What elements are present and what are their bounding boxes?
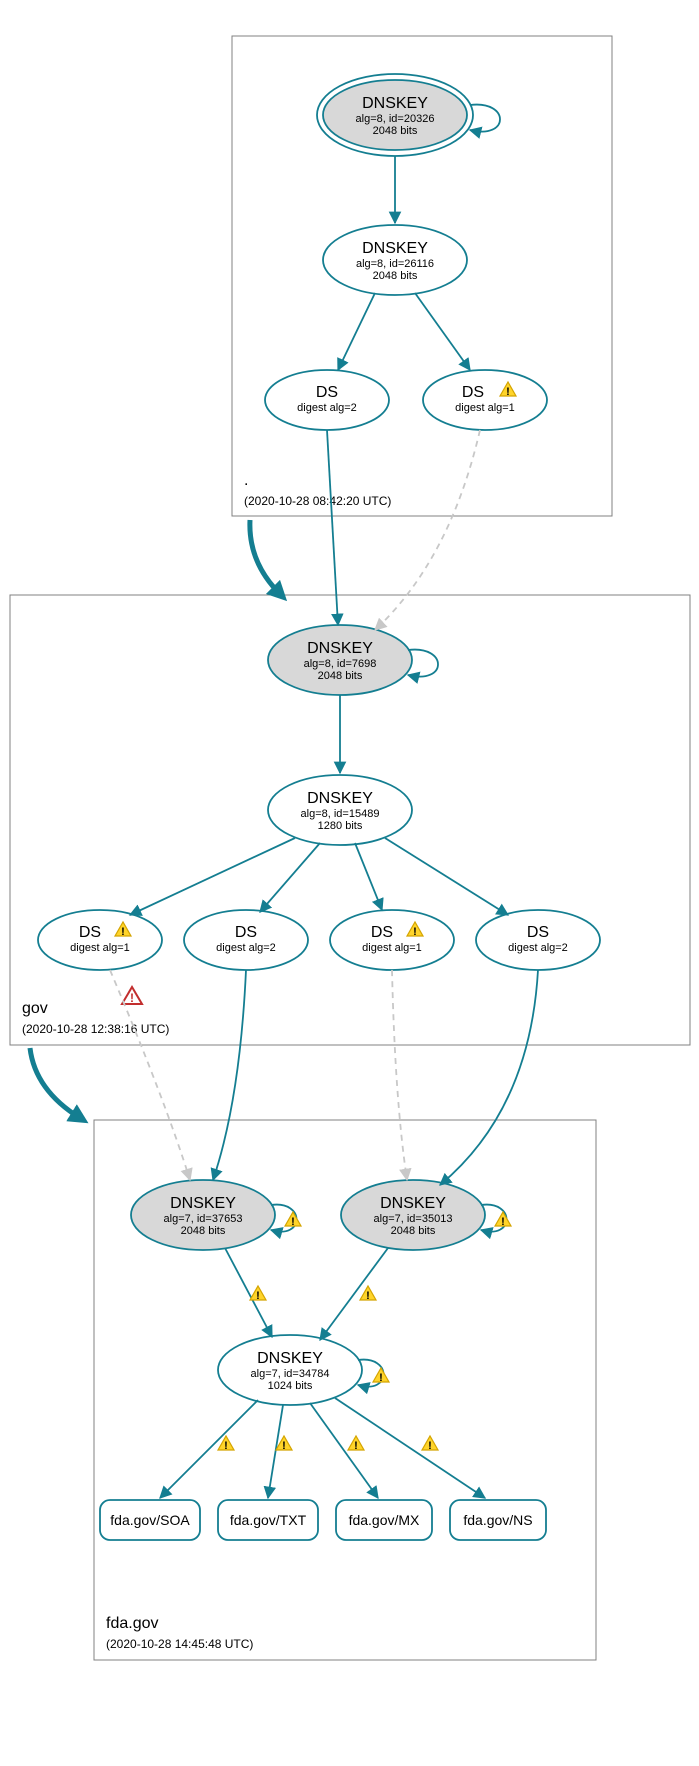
svg-text:DS: DS [316,384,338,401]
node-gov-ds4: DS digest alg=2 [476,910,600,970]
edge-fdaksk1-zsk [225,1248,272,1337]
dnssec-graph: . (2020-10-28 08:42:20 UTC) gov (2020-10… [0,0,699,1766]
svg-text:2048 bits: 2048 bits [373,125,418,137]
svg-text:2048 bits: 2048 bits [181,1225,226,1237]
svg-text:digest alg=1: digest alg=1 [362,942,422,954]
zone-root-label: . [244,472,248,489]
node-gov-ksk: DNSKEY alg=8, id=7698 2048 bits [268,625,412,695]
svg-text:!: ! [291,1216,295,1228]
warning-icon: ! [250,1286,266,1302]
zone-fda-ts: (2020-10-28 14:45:48 UTC) [106,1637,253,1651]
svg-text:alg=8, id=7698: alg=8, id=7698 [304,658,377,670]
svg-text:!: ! [506,386,510,398]
edge-rootds1-govksk [327,430,338,625]
svg-text:alg=8, id=26116: alg=8, id=26116 [356,258,434,270]
zone-gov-label: gov [22,1000,48,1017]
edge-govds2-fdaksk1 [213,970,246,1180]
warning-icon: ! [373,1368,389,1384]
edge-govds3-fdaksk2 [392,970,407,1180]
node-root-ksk: DNSKEY alg=8, id=20326 2048 bits [317,74,473,156]
svg-text:fda.gov/TXT: fda.gov/TXT [230,1512,307,1528]
node-root-ds1: DS digest alg=2 [265,370,389,430]
rr-txt: fda.gov/TXT [218,1500,318,1540]
rr-ns: fda.gov/NS [450,1500,546,1540]
svg-text:DNSKEY: DNSKEY [307,640,373,657]
svg-text:DNSKEY: DNSKEY [257,1350,323,1367]
svg-text:DNSKEY: DNSKEY [170,1195,236,1212]
svg-text:alg=7, id=34784: alg=7, id=34784 [251,1368,330,1380]
svg-text:DNSKEY: DNSKEY [362,240,428,257]
svg-text:digest alg=2: digest alg=2 [297,402,357,414]
node-root-ds2: DS digest alg=1 ! [423,370,547,430]
zone-arrow-root-gov [250,520,280,594]
svg-text:1024 bits: 1024 bits [268,1380,313,1392]
svg-text:DNSKEY: DNSKEY [362,95,428,112]
svg-text:1280 bits: 1280 bits [318,820,363,832]
zone-fda-label: fda.gov [106,1615,158,1632]
node-fda-ksk2: DNSKEY alg=7, id=35013 2048 bits [341,1180,485,1250]
svg-text:!: ! [130,991,134,1005]
svg-text:fda.gov/SOA: fda.gov/SOA [110,1512,190,1528]
svg-text:!: ! [224,1440,228,1452]
svg-text:DS: DS [79,924,101,941]
edge-govds1-fdaksk1 [110,970,190,1180]
svg-text:!: ! [354,1440,358,1452]
edge-rootds2-govksk [375,430,480,630]
svg-text:digest alg=1: digest alg=1 [455,402,515,414]
warning-icon: ! [495,1212,511,1228]
svg-text:DS: DS [371,924,393,941]
svg-text:!: ! [366,1290,370,1302]
node-gov-zsk: DNSKEY alg=8, id=15489 1280 bits [268,775,412,845]
rr-mx: fda.gov/MX [336,1500,432,1540]
edge-fdaksk2-zsk [320,1248,388,1340]
node-fda-ksk1: DNSKEY alg=7, id=37653 2048 bits [131,1180,275,1250]
svg-text:2048 bits: 2048 bits [391,1225,436,1237]
node-gov-ds3: DS digest alg=1 ! [330,910,454,970]
warning-icon: ! [348,1436,364,1452]
zone-arrow-gov-fda [30,1048,80,1118]
zone-root-ts: (2020-10-28 08:42:20 UTC) [244,494,391,508]
svg-text:2048 bits: 2048 bits [373,270,418,282]
svg-text:!: ! [379,1372,383,1384]
svg-text:!: ! [282,1440,286,1452]
svg-text:!: ! [256,1290,260,1302]
warning-icon: ! [422,1436,438,1452]
node-gov-ds1: DS digest alg=1 ! [38,910,162,970]
svg-text:DS: DS [235,924,257,941]
node-root-zsk: DNSKEY alg=8, id=26116 2048 bits [323,225,467,295]
zone-gov-ts: (2020-10-28 12:38:16 UTC) [22,1022,169,1036]
svg-text:alg=8, id=15489: alg=8, id=15489 [301,808,380,820]
warning-icon: ! [360,1286,376,1302]
svg-text:digest alg=1: digest alg=1 [70,942,130,954]
svg-text:fda.gov/MX: fda.gov/MX [349,1512,420,1528]
edge-rootzsk-ds2 [415,293,470,370]
svg-text:alg=7, id=37653: alg=7, id=37653 [164,1213,243,1225]
self-loop-root-ksk [470,105,500,132]
svg-text:digest alg=2: digest alg=2 [508,942,568,954]
svg-text:DNSKEY: DNSKEY [380,1195,446,1212]
svg-text:digest alg=2: digest alg=2 [216,942,276,954]
edge-rootzsk-ds1 [338,293,375,370]
node-fda-zsk: DNSKEY alg=7, id=34784 1024 bits [218,1335,362,1405]
svg-text:!: ! [428,1440,432,1452]
svg-text:2048 bits: 2048 bits [318,670,363,682]
warning-icon: ! [285,1212,301,1228]
svg-text:DS: DS [527,924,549,941]
svg-text:alg=8, id=20326: alg=8, id=20326 [356,113,435,125]
svg-text:DS: DS [462,384,484,401]
node-gov-ds2: DS digest alg=2 [184,910,308,970]
svg-text:fda.gov/NS: fda.gov/NS [463,1512,532,1528]
svg-text:!: ! [501,1216,505,1228]
svg-text:!: ! [413,926,417,938]
rr-soa: fda.gov/SOA [100,1500,200,1540]
edge-govds4-fdaksk2 [440,970,538,1185]
svg-text:!: ! [121,926,125,938]
error-icon: ! [122,987,142,1005]
svg-text:alg=7, id=35013: alg=7, id=35013 [374,1213,453,1225]
svg-text:DNSKEY: DNSKEY [307,790,373,807]
